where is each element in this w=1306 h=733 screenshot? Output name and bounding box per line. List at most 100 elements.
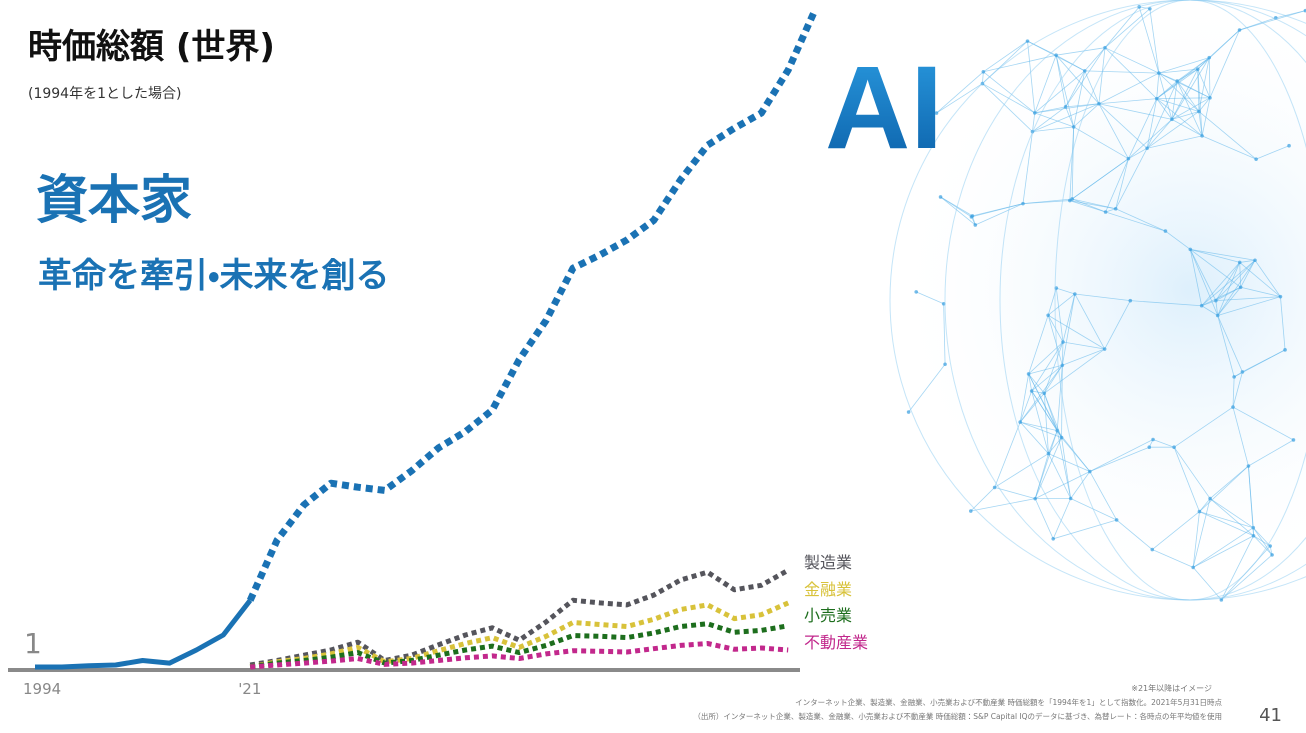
network-line [1147,135,1203,149]
network-node [1026,372,1031,376]
network-line [1239,262,1281,297]
network-node [1219,598,1224,602]
network-node [1287,143,1291,148]
line-series [35,598,253,670]
network-node [1270,553,1274,557]
network-line [1034,55,1057,114]
network-line [994,487,1036,500]
network-line [1189,249,1203,306]
network-node [1070,197,1074,201]
network-node [1059,435,1064,440]
network-line [1115,208,1166,232]
network-line [1022,131,1033,204]
network-line [970,487,995,512]
network-node [914,290,919,294]
network-node [1126,156,1131,161]
network-line [1031,390,1049,454]
network-line [1173,446,1211,499]
network-line [1047,315,1063,366]
series-label: 製造業 [804,553,852,572]
network-line [1020,421,1058,431]
network-line [1061,437,1091,472]
series-label: 不動産業 [804,633,868,652]
network-line [1031,364,1063,392]
network-line [1019,421,1049,454]
network-line [1044,348,1105,394]
network-line [1062,341,1105,350]
network-node [906,410,911,414]
network-line [1084,70,1100,104]
line-series [247,8,819,602]
network-node [1200,134,1204,138]
network-line [1215,296,1281,302]
network-node [1199,303,1204,308]
network-node [1157,71,1161,75]
network-line [1032,126,1074,133]
network-line [1056,365,1063,431]
network-line [1215,286,1241,301]
network-line [1019,393,1045,423]
network-line [1098,103,1148,149]
network-line [1171,68,1199,120]
network-line [1115,148,1148,209]
network-line [1239,10,1306,31]
network-line [1062,293,1076,343]
network-line [1056,47,1106,56]
network-line [1074,293,1131,302]
network-line [1043,393,1049,454]
network-node [1195,67,1200,71]
network-line [994,421,1021,488]
network-line [1098,47,1106,104]
network-line [1151,511,1200,550]
network-line [1034,437,1062,499]
network-node [934,111,939,115]
network-node [1251,533,1256,538]
network-line [1217,287,1241,316]
network-node [1283,348,1287,352]
network-line [1255,145,1290,160]
sector-line [249,568,790,668]
network-line [1192,498,1211,568]
network-node [1151,437,1155,442]
network-line [1089,471,1117,521]
network-line [1232,406,1249,467]
network-node [1051,537,1056,541]
network-node [1061,340,1065,344]
network-line [1061,293,1076,366]
network-node [1170,117,1174,122]
network-line [1232,371,1243,408]
headline: 資本家 [36,171,192,231]
network-node [1102,347,1107,351]
network-line [1098,103,1129,159]
network-node [1268,544,1272,548]
network-node [1197,109,1201,114]
network-line [1098,98,1157,105]
network-node [1063,105,1068,109]
network-line [1032,112,1036,132]
network-line [1201,262,1241,307]
globe-glow [890,0,1306,590]
network-line [1055,55,1075,127]
tagline: 革命を牽引・未来を創る [38,256,390,296]
network-line [1248,465,1254,536]
network-line [1048,453,1072,499]
network-line [1158,72,1200,112]
network-line [975,203,1024,226]
network-line [1105,211,1166,232]
network-line [1128,98,1158,159]
network-line [1055,54,1085,72]
network-line [1156,57,1210,99]
network-line [983,71,1036,114]
network-line [1189,249,1219,316]
network-line [1165,230,1191,250]
page-number: 41 [1259,705,1282,726]
network-line [1217,315,1235,378]
network-line [1156,98,1200,112]
network-line [1065,47,1106,108]
network-node [1025,39,1030,43]
network-node [981,69,986,74]
network-line [1232,406,1294,441]
network-line [1130,300,1202,307]
network-line [1031,390,1062,438]
network-line [1198,57,1210,112]
